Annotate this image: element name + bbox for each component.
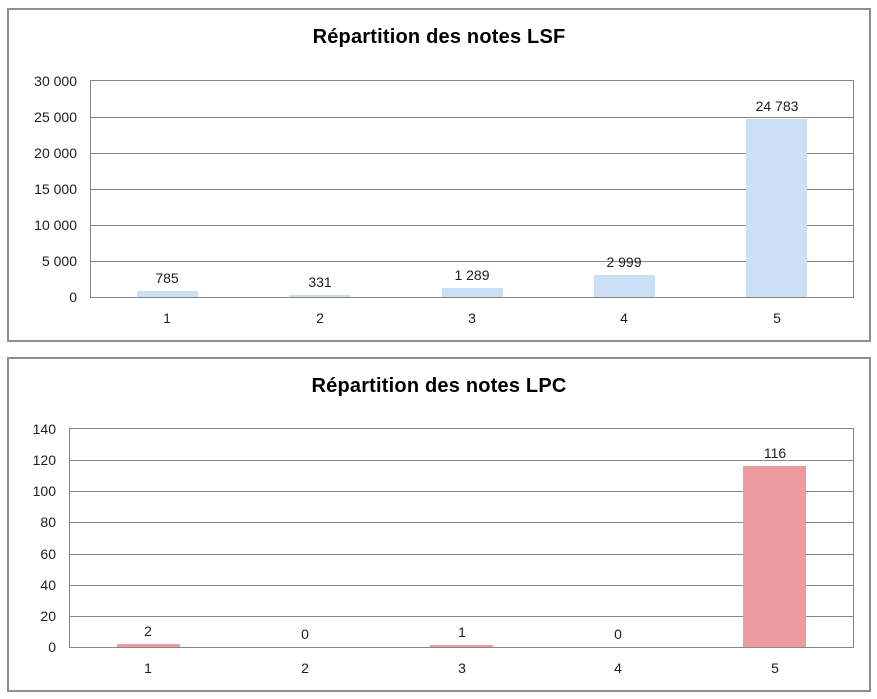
data-label: 1 (458, 624, 466, 640)
bar-category-1 (137, 291, 198, 297)
bar-category-1 (117, 644, 180, 647)
gridline (70, 522, 853, 523)
bar-category-2 (289, 295, 350, 297)
y-axis-tick-label: 30 000 (34, 73, 77, 89)
y-axis-tick-label: 20 000 (34, 145, 77, 161)
gridline (91, 225, 853, 226)
data-label: 331 (308, 274, 332, 290)
bar-category-5 (743, 466, 806, 647)
data-label: 785 (155, 270, 179, 286)
y-axis-tick-label: 20 (40, 608, 56, 624)
gridline (91, 261, 853, 262)
y-axis-tick-label: 60 (40, 546, 56, 562)
y-axis-tick-label: 80 (40, 514, 56, 530)
gridline (91, 189, 853, 190)
chart-title-lpc: Répartition des notes LPC (311, 375, 567, 397)
gridline (70, 460, 853, 461)
y-axis-tick-label: 100 (32, 483, 56, 499)
gridline (91, 153, 853, 154)
y-axis-tick-label: 40 (40, 577, 56, 593)
bar-category-4 (594, 275, 655, 297)
gridline (70, 616, 853, 617)
bar-category-5 (746, 119, 807, 297)
bar-category-3 (442, 288, 503, 297)
x-axis-tick-label: 1 (163, 310, 171, 326)
y-axis-tick-label: 10 000 (34, 217, 77, 233)
y-axis-tick-label: 15 000 (34, 181, 77, 197)
y-axis-tick-label: 0 (69, 289, 77, 305)
data-label: 24 783 (755, 98, 799, 114)
data-label: 0 (301, 626, 309, 642)
y-axis-tick-label: 140 (32, 421, 56, 437)
x-axis-tick-label: 5 (773, 310, 781, 326)
x-axis-tick-label: 3 (458, 660, 466, 676)
x-axis-tick-label: 2 (316, 310, 324, 326)
data-label: 2 999 (606, 254, 642, 270)
y-axis-tick-label: 25 000 (34, 109, 77, 125)
data-label: 1 289 (454, 267, 490, 283)
plot-area-lsf: 30 000 25 000 20 000 15 000 10 000 5 000 0 785 1… (34, 73, 854, 326)
x-axis-tick-label: 2 (301, 660, 309, 676)
x-axis-tick-label: 4 (620, 310, 628, 326)
gridline (70, 585, 853, 586)
data-label: 116 (763, 445, 787, 461)
gridline (70, 554, 853, 555)
x-axis-tick-label: 1 (144, 660, 152, 676)
data-label: 0 (614, 626, 622, 642)
x-axis-tick-label: 3 (468, 310, 476, 326)
y-axis-tick-label: 120 (32, 452, 56, 468)
x-axis-tick-label: 4 (614, 660, 622, 676)
chart-panel-lpc: Répartition des notes LPC 140 120 100 80 60 4… (7, 357, 871, 692)
x-axis-tick-label: 5 (771, 660, 779, 676)
plot-area-lpc: 140 120 100 80 60 40 20 0 2 1 0 2 1 3 0 4 116 5 (33, 421, 854, 676)
y-axis-tick-label: 0 (48, 639, 56, 655)
chart-panel-lsf: Répartition des notes LSF 30 000 25 000 20… (7, 8, 871, 342)
data-label: 2 (144, 623, 152, 639)
gridline (70, 491, 853, 492)
bar-category-3 (430, 645, 493, 647)
gridline (91, 117, 853, 118)
y-axis-tick-label: 5 000 (41, 253, 77, 269)
chart-title-lsf: Répartition des notes LSF (312, 26, 566, 48)
